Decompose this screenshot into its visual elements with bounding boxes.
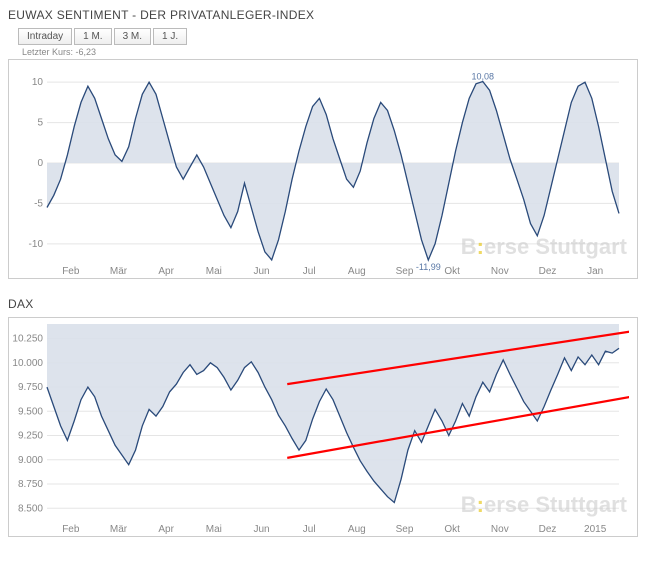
svg-text:Jun: Jun xyxy=(253,266,269,277)
svg-text:Nov: Nov xyxy=(491,524,509,535)
svg-text:Apr: Apr xyxy=(158,524,174,535)
svg-text:10: 10 xyxy=(32,77,44,88)
svg-text:Aug: Aug xyxy=(348,524,366,535)
chart1-frame: -10 -5 0 5 10 Feb Mär Apr Mai Jun Jul Aug Sep Okt Nov D… xyxy=(8,59,638,279)
svg-text:10.250: 10.250 xyxy=(12,334,43,345)
svg-text:Feb: Feb xyxy=(62,266,80,277)
svg-text:Dez: Dez xyxy=(539,266,557,277)
svg-text:-11,99: -11,99 xyxy=(416,262,441,272)
svg-text:Nov: Nov xyxy=(491,266,509,277)
chart2-svg: 8.500 8.750 9.000 9.250 9.500 9.750 10.000 10.2… xyxy=(9,318,629,536)
svg-text:5: 5 xyxy=(37,118,43,129)
tab-intraday[interactable]: Intraday xyxy=(18,28,72,45)
svg-text:Aug: Aug xyxy=(348,266,366,277)
tab-1y[interactable]: 1 J. xyxy=(153,28,187,45)
svg-text:10.000: 10.000 xyxy=(12,358,43,369)
svg-text:Feb: Feb xyxy=(62,524,80,535)
svg-text:Dez: Dez xyxy=(539,524,557,535)
svg-text:Mär: Mär xyxy=(110,266,128,277)
euwax-chart-block: EUWAX SENTIMENT - DER PRIVATANLEGER-INDE… xyxy=(8,8,638,279)
tab-1m[interactable]: 1 M. xyxy=(74,28,111,45)
svg-text:10,08: 10,08 xyxy=(472,72,495,82)
chart1-title: EUWAX SENTIMENT - DER PRIVATANLEGER-INDE… xyxy=(8,8,638,22)
svg-text:8.750: 8.750 xyxy=(18,479,43,490)
svg-text:Okt: Okt xyxy=(444,524,460,535)
svg-text:8.500: 8.500 xyxy=(18,503,43,514)
chart1-lastprice: Letzter Kurs: -6,23 xyxy=(22,47,638,57)
tab-3m[interactable]: 3 M. xyxy=(114,28,151,45)
svg-text:Sep: Sep xyxy=(396,524,414,535)
chart1-svg: -10 -5 0 5 10 Feb Mär Apr Mai Jun Jul Aug Sep Okt Nov D… xyxy=(9,60,629,278)
chart2-title: DAX xyxy=(8,297,638,311)
svg-text:9.750: 9.750 xyxy=(18,382,43,393)
svg-text:Okt: Okt xyxy=(444,266,460,277)
timeframe-tabs: Intraday 1 M. 3 M. 1 J. xyxy=(18,28,638,45)
svg-text:Sep: Sep xyxy=(396,266,414,277)
svg-text:-10: -10 xyxy=(29,239,44,250)
svg-text:Mai: Mai xyxy=(206,266,222,277)
svg-text:Jul: Jul xyxy=(303,266,316,277)
svg-text:Mär: Mär xyxy=(110,524,128,535)
svg-text:Apr: Apr xyxy=(158,266,174,277)
chart2-frame: 8.500 8.750 9.000 9.250 9.500 9.750 10.000 10.2… xyxy=(8,317,638,537)
svg-text:2015: 2015 xyxy=(584,524,607,535)
dax-chart-block: DAX 8.500 8.750 9.000 9.250 9.500 9.750 10.000… xyxy=(8,297,638,537)
svg-text:9.250: 9.250 xyxy=(18,431,43,442)
svg-text:Jul: Jul xyxy=(303,524,316,535)
svg-text:0: 0 xyxy=(37,158,43,169)
svg-text:-5: -5 xyxy=(34,198,43,209)
svg-text:9.000: 9.000 xyxy=(18,455,43,466)
svg-text:Jun: Jun xyxy=(253,524,269,535)
svg-text:Mai: Mai xyxy=(206,524,222,535)
svg-text:9.500: 9.500 xyxy=(18,406,43,417)
svg-text:Jan: Jan xyxy=(587,266,603,277)
